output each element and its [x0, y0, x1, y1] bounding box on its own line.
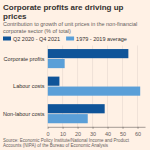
tick-mark	[108, 127, 109, 129]
legend-label: 1979 - 2019 average	[76, 36, 127, 42]
tick: 60	[135, 127, 141, 137]
bar	[48, 77, 60, 86]
title: Corporate profits are driving upprices	[3, 3, 124, 21]
tick-label: 0	[47, 131, 50, 137]
legend-swatch	[3, 37, 11, 41]
chart-svg: Corporate profits are driving uppricesCo…	[0, 0, 150, 150]
bar-series	[48, 59, 141, 123]
tick-mark	[78, 127, 79, 129]
bar	[48, 104, 105, 113]
tick: 20	[75, 127, 81, 137]
tick-mark	[93, 127, 94, 129]
category-label: Labour costs	[13, 83, 45, 89]
category-label: Non-labour costs	[3, 111, 45, 117]
tick-mark	[63, 127, 64, 129]
tick: 10	[60, 127, 66, 137]
bar-series	[48, 49, 129, 113]
subtitle: Contribution to growth of unit prices in…	[3, 21, 137, 34]
legend-swatch	[66, 37, 74, 41]
tick: 40	[105, 127, 111, 137]
bars	[48, 49, 141, 123]
plot: 0 10 20 30 40 50 60	[47, 46, 146, 137]
axis-line	[48, 127, 145, 128]
legend: Q2 2020 - Q4 2021 1979 - 2019 average	[3, 36, 127, 42]
category-label: Corporate profits	[4, 56, 45, 62]
text-line: prices	[3, 12, 27, 21]
tick-mark	[48, 127, 49, 129]
bar	[48, 49, 129, 58]
legend-label: Q2 2020 - Q4 2021	[13, 36, 60, 42]
tick-label: 60	[135, 131, 141, 137]
tick: 30	[90, 127, 96, 137]
tick-label: 20	[75, 131, 81, 137]
legend-item: 1979 - 2019 average	[66, 36, 127, 42]
legend-item: Q2 2020 - Q4 2021	[3, 36, 60, 42]
bar	[48, 87, 141, 96]
grid	[48, 46, 138, 127]
bar	[48, 59, 65, 68]
tick: 0	[47, 127, 50, 137]
text-line: Accounts (NIPA) of the Bureau of Economi…	[3, 143, 109, 148]
tick-label: 10	[60, 131, 66, 137]
text-line: corporate sector (% of total)	[3, 28, 71, 34]
tick: 50	[120, 127, 126, 137]
background	[0, 0, 150, 150]
chart-container: Corporate profits are driving uppricesCo…	[0, 0, 150, 150]
text-line: Corporate profits are driving up	[3, 3, 124, 12]
category-labels: Corporate profits Labour costs Non-labour …	[3, 56, 45, 117]
tick-label: 50	[120, 131, 126, 137]
tick-label: 30	[90, 131, 96, 137]
source: Source: Economic Policy Institute/Nation…	[3, 138, 130, 148]
x-axis: 0 10 20 30 40 50 60	[47, 127, 146, 137]
grid-line	[137, 46, 138, 127]
tick-mark	[123, 127, 124, 129]
tick-label: 40	[105, 131, 111, 137]
tick-mark	[138, 127, 139, 129]
bar	[48, 114, 88, 123]
text-line: Contribution to growth of unit prices in…	[3, 21, 137, 27]
